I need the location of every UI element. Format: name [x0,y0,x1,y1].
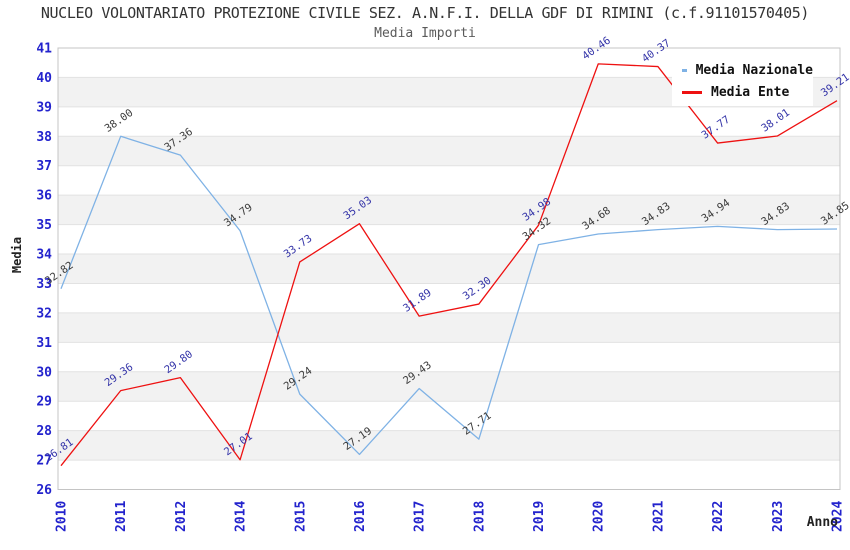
y-tick-label: 35 [36,218,52,233]
x-axis-title: Anno [806,515,838,530]
legend-label: Media Ente [711,85,790,100]
chart-subtitle: Media Importi [374,26,476,41]
x-tick-label: 2018 [472,501,487,532]
y-tick-label: 39 [36,100,52,115]
chart-legend: Media Nazionale Media Ente [672,57,813,106]
series-line-media-nazionale [60,135,838,456]
y-tick-label: 31 [36,336,52,351]
y-tick-label: 28 [36,424,52,439]
y-tick-label: 27 [36,454,52,469]
x-tick-label: 2016 [353,501,368,532]
plot-band [58,312,840,343]
plot-band [58,195,840,225]
chart-title: NUCLEO VOLONTARIATO PROTEZIONE CIVILE SE… [40,4,810,22]
y-tick-label: 36 [36,189,52,204]
x-tick-label: 2022 [711,501,726,532]
legend-swatch-media-ente [682,91,702,94]
plot-band [58,136,840,166]
y-tick-label: 29 [36,395,52,410]
legend-item-media-ente: Media Ente [672,85,813,100]
y-tick-label: 37 [36,159,52,174]
x-tick-label: 2023 [771,501,786,532]
x-tick-label: 2015 [293,501,308,532]
y-tick-label: 41 [36,42,52,57]
x-tick-label: 2012 [174,501,189,532]
data-label-media-ente: 40.37 [640,37,673,65]
x-tick-label: 2020 [592,501,607,532]
plot-border [57,47,841,490]
y-tick-label: 34 [36,248,52,263]
y-tick-label: 26 [36,483,52,498]
y-tick-label: 30 [36,365,52,380]
legend-label: Media Nazionale [695,63,813,78]
legend-item-media-nazionale: Media Nazionale [672,63,813,78]
y-tick-label: 40 [36,71,52,86]
x-tick-label: 2019 [532,501,547,532]
x-tick-label: 2024 [831,501,846,532]
y-tick-label: 32 [36,306,52,321]
x-tick-label: 2011 [114,501,129,532]
plot-band [58,430,840,461]
x-tick-label: 2014 [234,501,249,532]
y-tick-label: 33 [36,277,52,292]
plot-band [58,254,840,284]
series-line-media-ente [60,63,838,467]
y-axis-title: Media [10,236,24,274]
x-tick-label: 2021 [651,501,666,532]
data-label-media-nazionale: 38.00 [103,107,136,135]
plot-band [58,371,840,402]
x-tick-label: 2017 [413,501,428,532]
legend-swatch-media-nazionale [682,69,687,72]
x-tick-label: 2010 [55,501,70,532]
y-tick-label: 38 [36,130,52,145]
data-label-media-ente: 31.89 [401,287,434,315]
